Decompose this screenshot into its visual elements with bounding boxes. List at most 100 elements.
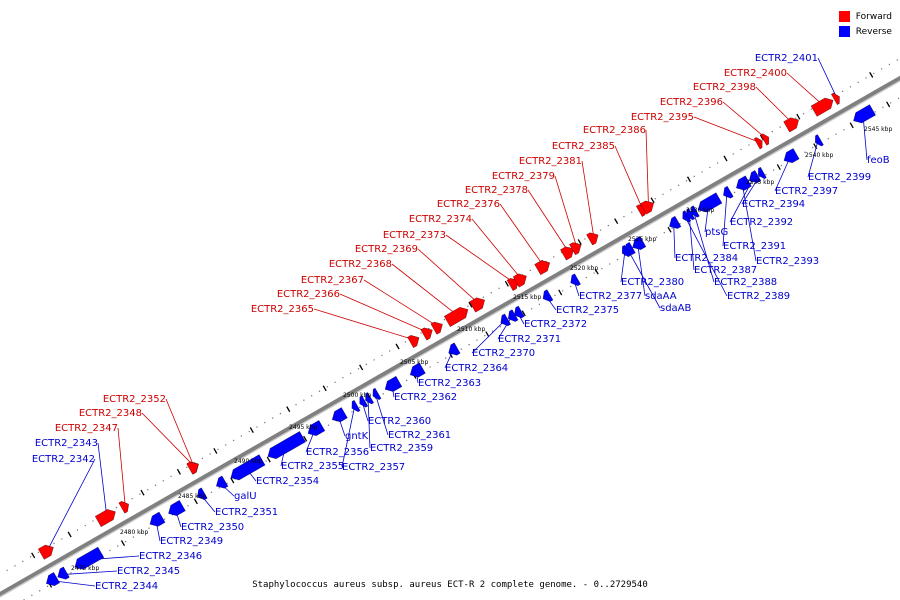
ectr2-2346-label[interactable]: ECTR2_2346 xyxy=(139,551,202,562)
ectr2-2381-label[interactable]: ECTR2_2381 xyxy=(519,156,582,167)
ectr2-2364-feature[interactable] xyxy=(448,342,461,356)
ectr2-2359-label[interactable]: ECTR2_2359 xyxy=(370,443,433,454)
ectr2-2374-label[interactable]: ECTR2_2374 xyxy=(409,214,472,225)
galu-label[interactable]: galU xyxy=(234,491,257,502)
sdaaa-label[interactable]: sdaAA xyxy=(645,291,677,302)
ectr2-2391-label[interactable]: ECTR2_2391 xyxy=(723,241,786,252)
ectr2-2373-label[interactable]: ECTR2_2373 xyxy=(383,230,446,241)
ectr2-2385-label[interactable]: ECTR2_2385 xyxy=(552,141,615,152)
ectr2-2348-label[interactable]: ECTR2_2348 xyxy=(79,408,142,419)
ectr2-2387-label[interactable]: ECTR2_2387 xyxy=(694,265,757,276)
ectr2-2342-feature[interactable] xyxy=(37,544,54,560)
ectr2-2374-feature[interactable] xyxy=(512,273,527,288)
ectr2-2355-label[interactable]: ECTR2_2355 xyxy=(281,461,344,472)
ectr2-2363-feature[interactable] xyxy=(410,362,426,378)
ectr2-2388-label[interactable]: ECTR2_2388 xyxy=(714,277,777,288)
ectr2-2352-label[interactable]: ECTR2_2352 xyxy=(103,394,166,405)
ectr2-2375-feature[interactable] xyxy=(542,289,554,302)
ectr2-2397-label[interactable]: ECTR2_2397 xyxy=(775,186,838,197)
ectr2-2364-label[interactable]: ECTR2_2364 xyxy=(445,363,508,374)
ectr2-2362-label[interactable]: ECTR2_2362 xyxy=(394,392,457,403)
ectr2-2395-feature[interactable] xyxy=(753,137,763,150)
ectr2-2377-label[interactable]: ECTR2_2377 xyxy=(579,291,642,302)
ectr2-2376-label[interactable]: ECTR2_2376 xyxy=(437,199,500,210)
feob-label[interactable]: feoB xyxy=(867,155,890,166)
ectr2-2400-label[interactable]: ECTR2_2400 xyxy=(724,68,787,79)
ectr2-2387-feature[interactable] xyxy=(686,208,696,221)
ectr2-2372-feature[interactable] xyxy=(514,305,525,319)
ectr2-2370-label[interactable]: ECTR2_2370 xyxy=(472,348,535,359)
ectr2-2350-label[interactable]: ECTR2_2350 xyxy=(181,522,244,533)
ectr2-2398-label[interactable]: ECTR2_2398 xyxy=(693,82,756,93)
ectr2-2361-label[interactable]: ECTR2_2361 xyxy=(388,430,451,441)
ectr2-2378-feature[interactable] xyxy=(560,246,574,261)
ectr2-2399-label[interactable]: ECTR2_2399 xyxy=(808,172,871,183)
gene-features[interactable] xyxy=(37,92,876,586)
ectr2-2396-label[interactable]: ECTR2_2396 xyxy=(660,97,723,108)
ectr2-2393-label[interactable]: ECTR2_2393 xyxy=(756,256,819,267)
ectr2-2354-label[interactable]: ECTR2_2354 xyxy=(256,476,319,487)
ectr2-2368-label[interactable]: ECTR2_2368 xyxy=(329,259,392,270)
ectr2-2347-label[interactable]: ECTR2_2347 xyxy=(55,423,118,434)
ectr2-2357-label[interactable]: ECTR2_2357 xyxy=(342,462,405,473)
ectr2-2377-feature[interactable] xyxy=(570,273,581,286)
ectr2-2391-feature[interactable] xyxy=(723,185,734,199)
ectr2-2355-feature[interactable] xyxy=(267,431,306,459)
ectr2-2366-feature[interactable] xyxy=(420,327,433,341)
ectr2-2360-feature[interactable] xyxy=(359,395,369,408)
ectr2-2384-label[interactable]: ECTR2_2384 xyxy=(675,253,738,264)
ectr2-2397-feature[interactable] xyxy=(783,148,800,163)
ectr2-2371-feature[interactable] xyxy=(508,309,519,322)
ectr2-2344-feature[interactable] xyxy=(46,572,60,586)
ectr2-2372-label[interactable]: ECTR2_2372 xyxy=(524,319,587,330)
gene-labels[interactable]: ECTR2_2342 ECTR2_2343 ECTR2_2347 ECTR2_2348… xyxy=(32,53,890,592)
ptsg-label[interactable]: ptsG xyxy=(705,227,728,238)
ectr2-2356-feature[interactable] xyxy=(307,420,326,436)
ectr2-2379-label[interactable]: ECTR2_2379 xyxy=(492,171,555,182)
ectr2-2361-feature[interactable] xyxy=(372,387,382,400)
ectr2-2379-feature[interactable] xyxy=(569,242,582,256)
gntk-feature[interactable] xyxy=(332,407,348,423)
ectr2-2378-label[interactable]: ECTR2_2378 xyxy=(465,185,528,196)
ectr2-2346-feature[interactable] xyxy=(74,546,105,570)
ectr2-2345-feature[interactable] xyxy=(57,566,70,580)
ectr2-2351-label[interactable]: ECTR2_2351 xyxy=(215,507,278,518)
ectr2-2375-label[interactable]: ECTR2_2375 xyxy=(556,305,619,316)
ectr2-2395-label[interactable]: ECTR2_2395 xyxy=(631,112,694,123)
ectr2-2360-label[interactable]: ECTR2_2360 xyxy=(368,416,431,427)
ectr2-2367-feature[interactable] xyxy=(430,321,443,335)
ectr2-2347-feature[interactable] xyxy=(118,501,129,514)
ectr2-2394-label[interactable]: ECTR2_2394 xyxy=(742,199,805,210)
sdaaa-feature[interactable] xyxy=(632,236,647,250)
ectr2-2381-feature[interactable] xyxy=(586,232,599,246)
ectr2-2371-label[interactable]: ECTR2_2371 xyxy=(498,334,561,345)
ectr2-2380-label[interactable]: ECTR2_2380 xyxy=(621,277,684,288)
ectr2-2384-feature[interactable] xyxy=(669,215,682,229)
ectr2-2367-label[interactable]: ECTR2_2367 xyxy=(301,275,364,286)
ectr2-2350-feature[interactable] xyxy=(168,500,186,516)
ectr2-2392-feature[interactable] xyxy=(749,170,762,183)
ectr2-2396-feature[interactable] xyxy=(760,133,769,146)
ectr2-2343-feature[interactable] xyxy=(94,509,116,528)
ectr2-2370-feature[interactable] xyxy=(500,313,511,327)
ectr2-2351-feature[interactable] xyxy=(197,487,208,500)
ectr2-2349-label[interactable]: ECTR2_2349 xyxy=(160,536,223,547)
ectr2-2354-feature[interactable] xyxy=(230,454,266,481)
ectr2-2365-feature[interactable] xyxy=(407,335,420,348)
ectr2-2392-label[interactable]: ECTR2_2392 xyxy=(730,217,793,228)
ectr2-2344-label[interactable]: ECTR2_2344 xyxy=(95,581,158,592)
ectr2-2369-feature[interactable] xyxy=(469,297,485,313)
ectr2-2352-feature[interactable] xyxy=(186,461,199,475)
ectr2-2359-feature[interactable] xyxy=(365,392,374,405)
galu-feature[interactable] xyxy=(216,475,229,489)
ectr2-2357-feature[interactable] xyxy=(351,399,361,412)
ectr2-2345-label[interactable]: ECTR2_2345 xyxy=(117,566,180,577)
ectr2-2398-feature[interactable] xyxy=(783,117,799,133)
ectr2-2401-feature[interactable] xyxy=(831,92,840,105)
gntk-label[interactable]: gntK xyxy=(345,431,369,442)
ptsg-feature[interactable] xyxy=(697,192,723,213)
feob-feature[interactable] xyxy=(853,104,876,124)
ectr2-2365-label[interactable]: ECTR2_2365 xyxy=(251,304,314,315)
ectr2-2366-label[interactable]: ECTR2_2366 xyxy=(277,289,340,300)
ectr2-2386-feature[interactable] xyxy=(640,200,654,215)
